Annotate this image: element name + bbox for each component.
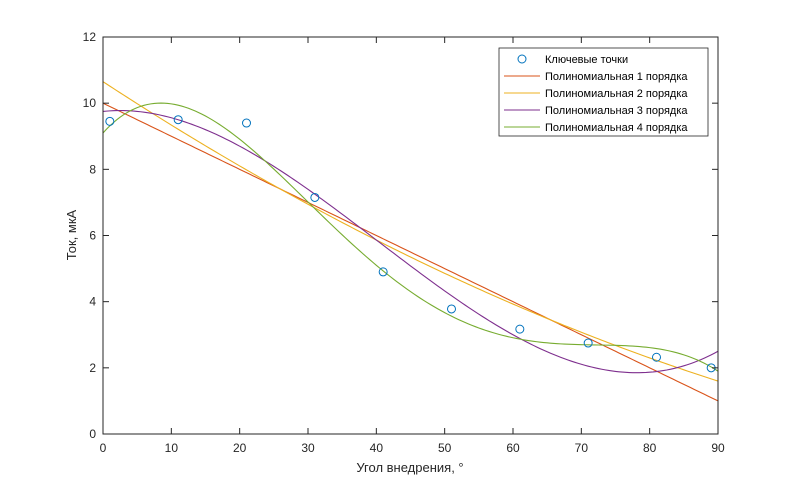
data-point — [652, 352, 661, 362]
x-tick-label: 90 — [711, 441, 725, 455]
x-tick-label: 40 — [370, 441, 384, 455]
legend-label: Ключевые точки — [545, 54, 628, 66]
x-tick-label: 80 — [643, 441, 657, 455]
data-point — [242, 118, 251, 128]
x-axis-ticks: 0 10 20 30 40 50 60 70 80 90 — [100, 37, 725, 455]
x-tick-label: 10 — [165, 441, 179, 455]
y-tick-label: 6 — [89, 229, 96, 243]
data-point — [173, 115, 183, 125]
y-tick-label: 10 — [83, 96, 97, 110]
x-tick-label: 0 — [100, 441, 107, 455]
y-tick-label: 4 — [89, 295, 96, 309]
y-tick-label: 0 — [89, 427, 96, 441]
fit-curves — [102, 81, 719, 402]
y-axis-label: Ток, мкА — [64, 209, 79, 260]
y-tick-label: 2 — [89, 361, 96, 375]
data-point — [447, 304, 456, 314]
legend-label: Полиномиальная 1 порядка — [545, 71, 688, 83]
data-point — [378, 267, 388, 277]
legend-box — [498, 47, 709, 137]
y-axis-ticks: 0 2 4 6 8 10 12 — [83, 30, 718, 441]
legend-label: Полиномиальная 3 порядка — [545, 105, 688, 117]
data-point — [515, 324, 525, 334]
x-axis-label: Угол внедрения, ° — [356, 460, 463, 475]
x-tick-label: 50 — [438, 441, 452, 455]
y-tick-label: 8 — [89, 162, 96, 176]
data-point — [310, 192, 320, 202]
legend-marker — [517, 54, 527, 64]
x-tick-label: 60 — [506, 441, 520, 455]
fit-line-order-1 — [102, 102, 719, 402]
fit-line-order-4 — [102, 102, 719, 372]
data-points — [105, 115, 716, 373]
legend-label: Полиномиальная 4 порядка — [545, 122, 688, 134]
x-tick-label: 20 — [233, 441, 247, 455]
fit-line-order-3 — [102, 110, 719, 374]
legend-label: Полиномиальная 2 порядка — [545, 88, 688, 100]
data-point — [583, 338, 593, 348]
x-tick-label: 30 — [301, 441, 315, 455]
y-tick-label: 12 — [83, 30, 97, 44]
x-tick-label: 70 — [575, 441, 589, 455]
legend: Ключевые точки Полиномиальная 1 порядка По… — [498, 47, 709, 137]
data-point — [105, 116, 115, 126]
